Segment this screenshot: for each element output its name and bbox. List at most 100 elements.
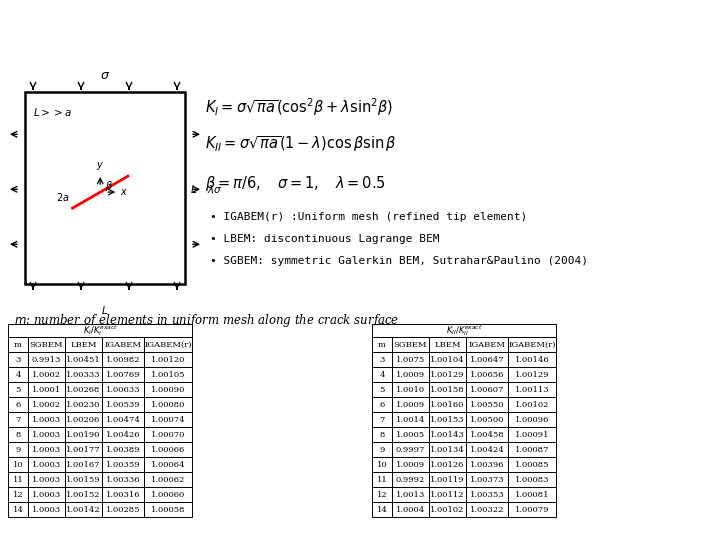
Bar xyxy=(65,397,102,412)
Bar xyxy=(8,472,28,487)
Bar xyxy=(372,382,392,397)
Text: 1.00539: 1.00539 xyxy=(106,401,140,409)
Bar xyxy=(28,457,65,472)
Text: $x$: $x$ xyxy=(120,187,128,197)
Text: 12: 12 xyxy=(377,491,387,499)
Text: • IGABEM(r) :Uniform mesh (refined tip element): • IGABEM(r) :Uniform mesh (refined tip e… xyxy=(210,212,527,222)
Bar xyxy=(508,457,556,472)
Bar xyxy=(102,338,144,352)
Text: 4: 4 xyxy=(379,371,384,379)
Bar xyxy=(508,502,556,517)
Bar xyxy=(466,427,508,442)
Bar xyxy=(28,442,65,457)
Bar xyxy=(508,487,556,502)
Text: 1.00079: 1.00079 xyxy=(515,506,549,514)
Text: 1.00126: 1.00126 xyxy=(431,461,464,469)
Text: $y$: $y$ xyxy=(96,160,104,172)
Text: $m$: number of elements in uniform mesh along the crack surface: $m$: number of elements in uniform mesh … xyxy=(14,312,400,329)
Bar xyxy=(65,412,102,427)
Text: 1.00091: 1.00091 xyxy=(515,431,549,439)
Text: 1.00353: 1.00353 xyxy=(469,491,504,499)
Bar xyxy=(144,427,192,442)
Text: m: m xyxy=(14,341,22,349)
Bar xyxy=(429,472,466,487)
Text: 10: 10 xyxy=(13,461,23,469)
Bar xyxy=(65,338,102,352)
Bar xyxy=(372,367,392,382)
Text: 4: 4 xyxy=(15,371,21,379)
Text: 1.00656: 1.00656 xyxy=(470,371,504,379)
Text: 1.00087: 1.00087 xyxy=(515,446,549,454)
Text: LBEM: LBEM xyxy=(434,341,461,349)
Text: 1.00081: 1.00081 xyxy=(515,491,549,499)
Bar xyxy=(144,442,192,457)
Text: 1.00389: 1.00389 xyxy=(106,446,140,454)
Text: 1.00982: 1.00982 xyxy=(106,356,140,364)
Text: 1.00451: 1.00451 xyxy=(66,356,101,364)
Text: • LBEM: discontinuous Lagrange BEM: • LBEM: discontinuous Lagrange BEM xyxy=(210,234,439,244)
Bar xyxy=(144,472,192,487)
Text: 3: 3 xyxy=(379,356,384,364)
Bar xyxy=(372,472,392,487)
Bar xyxy=(102,502,144,517)
Text: 11: 11 xyxy=(13,476,23,484)
Text: 1.0003: 1.0003 xyxy=(32,491,61,499)
Text: IGABEM: IGABEM xyxy=(104,341,142,349)
Bar xyxy=(466,382,508,397)
Text: 14: 14 xyxy=(12,506,24,514)
Text: 1.00158: 1.00158 xyxy=(430,386,465,394)
Text: 6: 6 xyxy=(15,401,21,409)
Bar xyxy=(144,382,192,397)
Text: 1.00105: 1.00105 xyxy=(150,371,185,379)
Bar xyxy=(28,412,65,427)
Text: IGABEM(r): IGABEM(r) xyxy=(144,341,192,349)
Bar xyxy=(8,338,28,352)
Text: 5: 5 xyxy=(15,386,21,394)
Text: 1.00085: 1.00085 xyxy=(515,461,549,469)
Text: $2a$: $2a$ xyxy=(56,191,70,203)
Text: 1.00080: 1.00080 xyxy=(150,401,185,409)
Text: 1.00458: 1.00458 xyxy=(469,431,505,439)
Bar xyxy=(65,382,102,397)
Text: 1.00142: 1.00142 xyxy=(66,506,101,514)
Text: 1.0013: 1.0013 xyxy=(396,491,425,499)
Text: 1.0010: 1.0010 xyxy=(396,386,425,394)
Text: 1.0001: 1.0001 xyxy=(32,386,61,394)
Text: 1.00316: 1.00316 xyxy=(106,491,140,499)
Text: $\beta = \pi/6, \quad \sigma = 1, \quad \lambda = 0.5$: $\beta = \pi/6, \quad \sigma = 1, \quad … xyxy=(205,174,386,193)
Text: 1.0003: 1.0003 xyxy=(32,506,61,514)
Text: 1.00129: 1.00129 xyxy=(515,371,549,379)
Bar xyxy=(429,338,466,352)
Bar xyxy=(429,412,466,427)
Bar xyxy=(65,442,102,457)
Text: 1.00060: 1.00060 xyxy=(151,491,185,499)
Text: 0.9992: 0.9992 xyxy=(396,476,425,484)
Bar xyxy=(392,442,429,457)
Bar xyxy=(392,412,429,427)
Bar xyxy=(466,457,508,472)
Text: 1.00104: 1.00104 xyxy=(430,356,465,364)
Text: m: m xyxy=(378,341,386,349)
Text: 1.00336: 1.00336 xyxy=(106,476,140,484)
Bar xyxy=(372,338,392,352)
Bar xyxy=(144,338,192,352)
Bar xyxy=(28,397,65,412)
Text: $K_{II}/K_{II}^{exact}$: $K_{II}/K_{II}^{exact}$ xyxy=(446,323,482,338)
Bar xyxy=(102,472,144,487)
Text: 1.00074: 1.00074 xyxy=(150,416,185,424)
Bar xyxy=(466,338,508,352)
Text: Numerical examples: inclined centre crack: Numerical examples: inclined centre crac… xyxy=(9,13,426,31)
Bar xyxy=(508,472,556,487)
Bar xyxy=(8,457,28,472)
Bar xyxy=(28,427,65,442)
Bar xyxy=(508,352,556,367)
Bar xyxy=(372,325,556,338)
Text: $L$: $L$ xyxy=(190,183,197,195)
Bar xyxy=(8,325,192,338)
Text: 1.00160: 1.00160 xyxy=(431,401,464,409)
Bar xyxy=(25,92,185,284)
Bar xyxy=(144,487,192,502)
Bar xyxy=(466,442,508,457)
Bar xyxy=(102,487,144,502)
Bar xyxy=(28,338,65,352)
